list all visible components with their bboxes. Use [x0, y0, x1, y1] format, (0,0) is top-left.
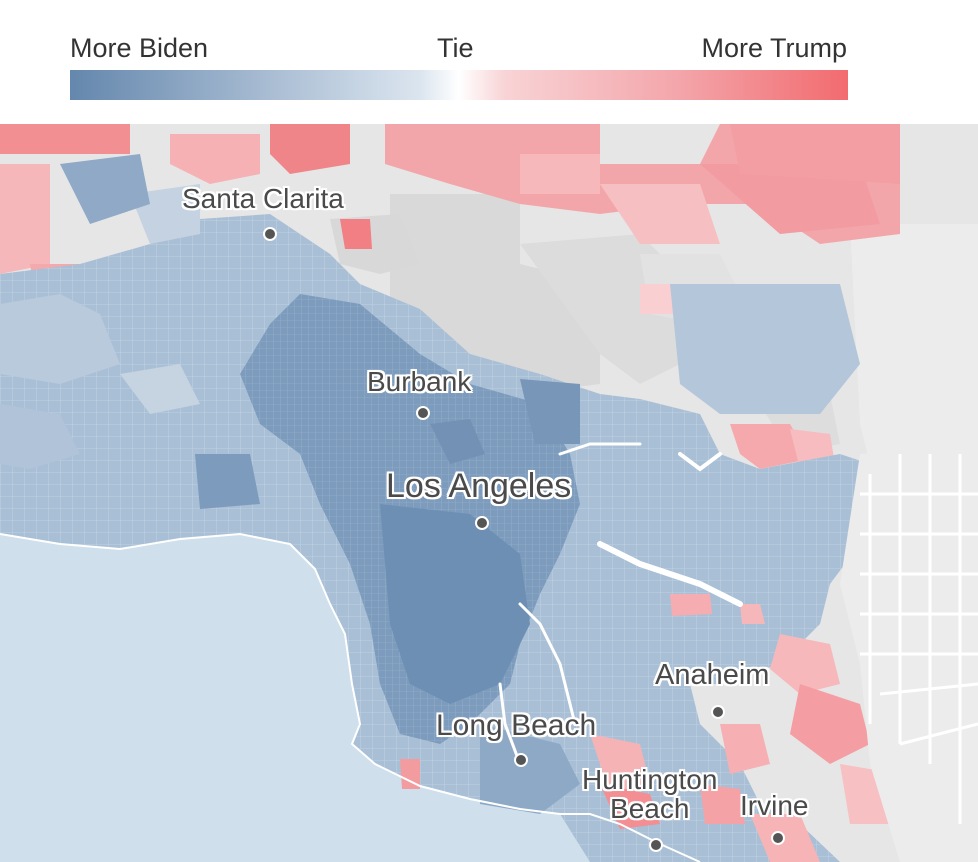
city-label-los-angeles: Los Angeles [386, 467, 572, 505]
legend-more-trump-label: More Trump [701, 33, 847, 63]
city-dot-santa-clarita[interactable] [263, 227, 277, 241]
city-dot-huntington-beach[interactable] [649, 838, 663, 852]
legend-more-biden-label: More Biden [70, 33, 209, 63]
city-label-long-beach: Long Beach [436, 709, 597, 742]
legend-tie-label: Tie [437, 33, 474, 63]
election-map[interactable]: Santa Clarita Burbank Los Angeles Anahei… [0, 124, 978, 862]
city-label-irvine: Irvine [740, 790, 809, 821]
city-label-anaheim: Anaheim [655, 659, 770, 691]
city-label-burbank: Burbank [367, 366, 472, 397]
city-label-huntington-beach: Huntington Beach [582, 764, 718, 825]
coastline [0, 532, 701, 862]
legend-gradient-bar [70, 70, 848, 100]
biden-leaning-basin [0, 214, 870, 862]
inland-empire [840, 444, 978, 862]
color-legend: More Biden Tie More Trump [0, 0, 978, 124]
city-dot-long-beach[interactable] [514, 753, 528, 767]
map-canvas[interactable] [0, 124, 978, 862]
city-dot-irvine[interactable] [771, 831, 785, 845]
city-dot-anaheim[interactable] [711, 705, 725, 719]
west-areas [0, 154, 200, 469]
pacific-ocean [0, 534, 700, 862]
city-label-santa-clarita: Santa Clarita [182, 183, 344, 214]
rivers-and-freeways [498, 442, 743, 766]
city-dot-los-angeles[interactable] [475, 516, 489, 530]
city-dot-burbank[interactable] [416, 406, 430, 420]
